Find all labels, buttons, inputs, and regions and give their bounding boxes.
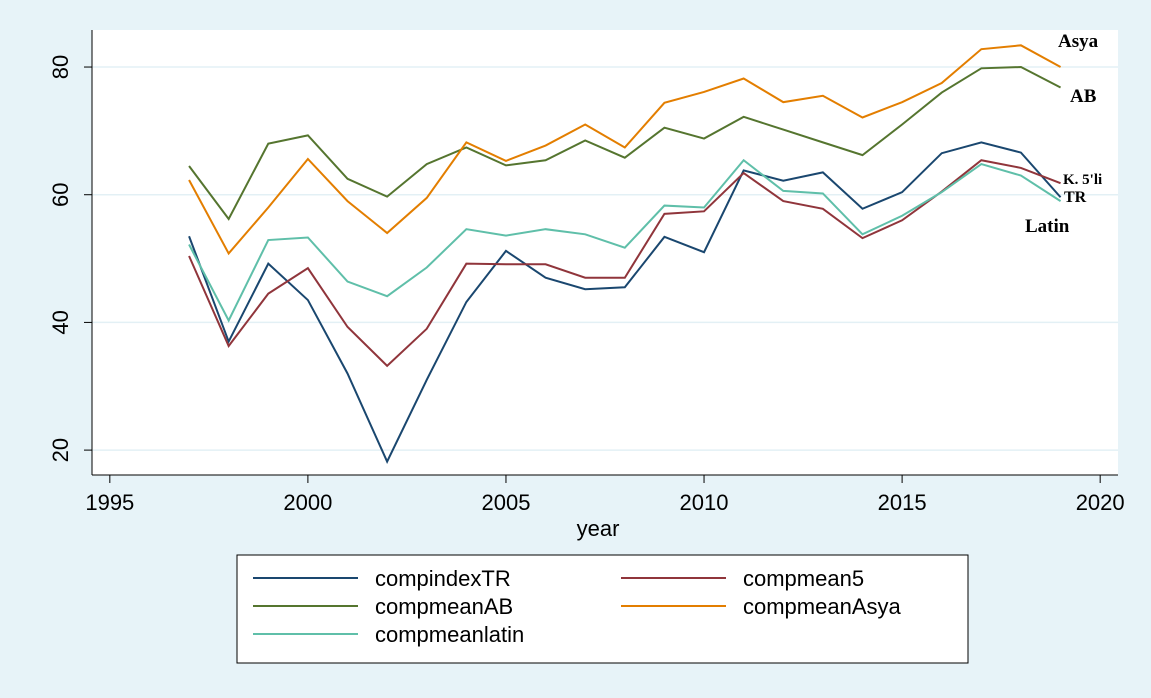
legend-label: compmeanAsya [743, 594, 902, 619]
y-tick-label: 40 [48, 310, 73, 334]
x-tick-label: 2000 [283, 490, 332, 515]
legend-label: compmean5 [743, 566, 864, 591]
series-line [188, 44, 1062, 256]
plot-area [92, 30, 1118, 475]
y-tick-label: 60 [48, 182, 73, 206]
x-tick-label: 2020 [1076, 490, 1125, 515]
legend-label: compmeanlatin [375, 622, 524, 647]
y-tick-label: 80 [48, 55, 73, 79]
y-tick-label: 20 [48, 438, 73, 462]
annotation: AB [1070, 86, 1097, 107]
annotation: Asya [1058, 31, 1099, 52]
x-tick-label: 1995 [85, 490, 134, 515]
series-line [188, 66, 1062, 221]
x-axis-label: year [577, 516, 620, 541]
series-line [188, 159, 1061, 368]
legend [236, 554, 969, 664]
annotation: TR [1064, 189, 1087, 206]
series-line [188, 158, 1062, 323]
series-line [188, 141, 1062, 464]
annotation: K. 5'li [1063, 172, 1102, 188]
legend-label: compindexTR [375, 566, 511, 591]
x-tick-label: 2005 [481, 490, 530, 515]
x-tick-label: 2010 [680, 490, 729, 515]
annotation: Latin [1025, 216, 1070, 237]
x-tick-label: 2015 [878, 490, 927, 515]
legend-label: compmeanAB [375, 594, 513, 619]
